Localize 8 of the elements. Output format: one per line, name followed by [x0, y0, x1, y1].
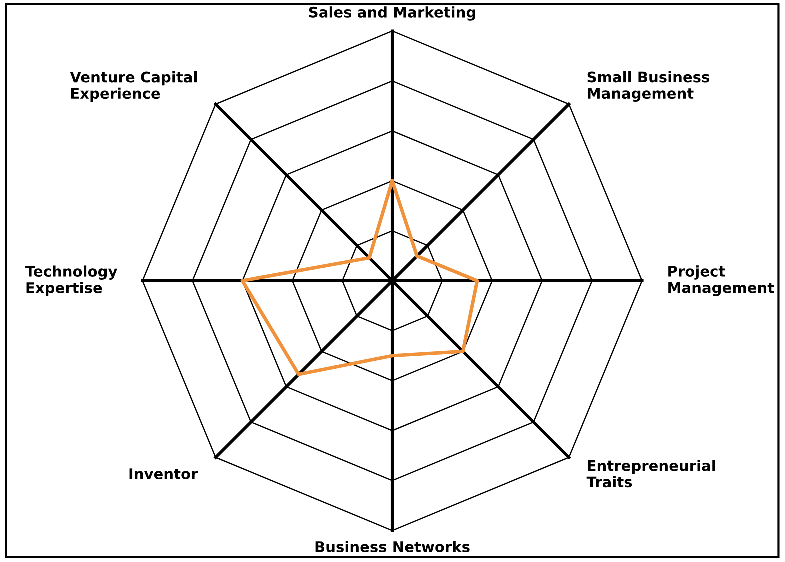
spoke-label: Inventor	[130, 468, 198, 480]
spoke-label: Business Networks	[316, 541, 470, 552]
spoke-label: Venture Capital Experience	[70, 71, 197, 102]
spoke-label: Entrepreneurial Traits	[586, 460, 716, 488]
spoke-label: Technology Expertise	[26, 266, 118, 296]
spoke-label: Sales and Marketing	[309, 6, 476, 21]
spoke-label: Project Management	[668, 266, 774, 296]
spoke-label: Small Business Management	[588, 71, 710, 102]
